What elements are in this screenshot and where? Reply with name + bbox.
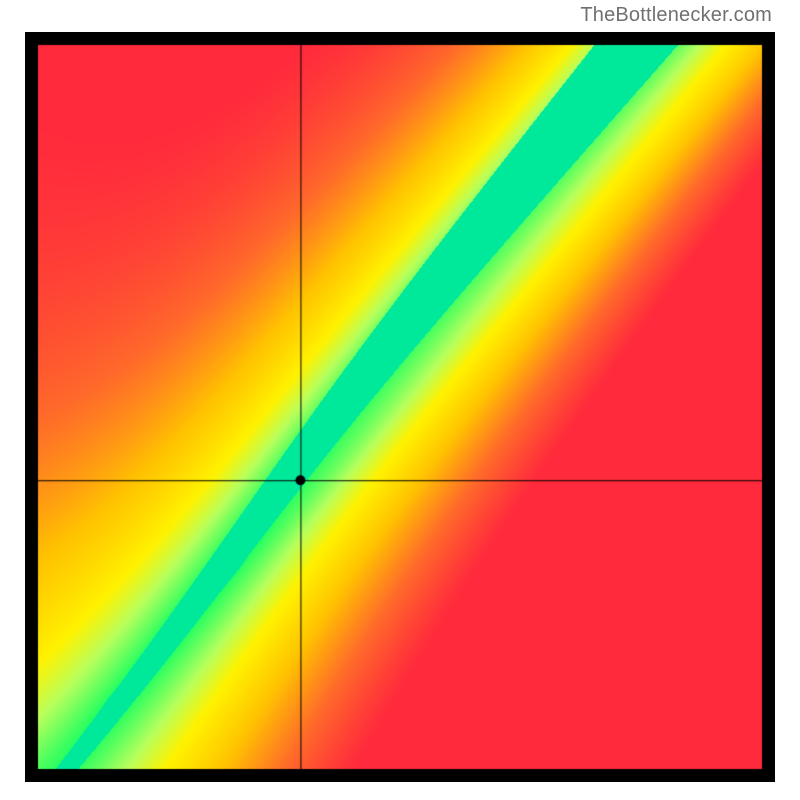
- attribution-text: TheBottlenecker.com: [580, 4, 772, 27]
- heatmap-canvas: [25, 32, 775, 782]
- plot-frame: [25, 32, 775, 782]
